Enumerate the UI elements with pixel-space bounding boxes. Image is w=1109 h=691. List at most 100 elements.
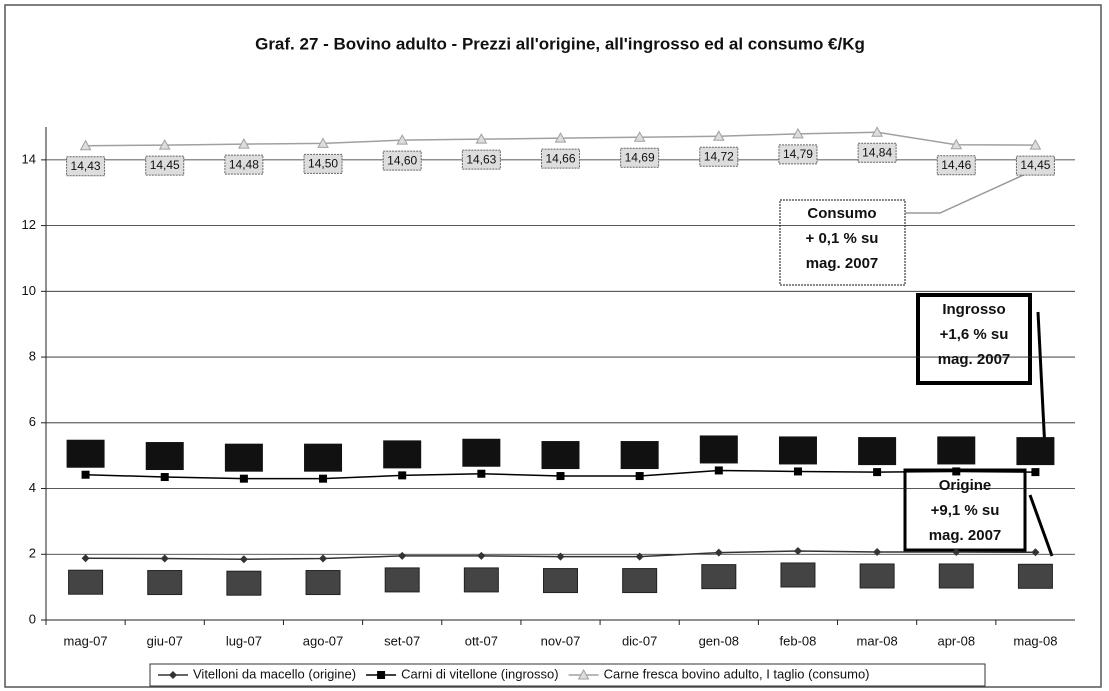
point [319,474,328,483]
point [633,131,646,142]
value-label-box [938,563,974,589]
value-label: 14,79 [783,147,813,161]
value-label: 14,50 [308,157,338,171]
point [1031,468,1040,477]
point [475,133,488,144]
y-tick-label: 6 [29,414,36,429]
y-tick-label: 10 [22,283,36,298]
value-label-box [778,144,818,165]
value-label: 14,66 [545,151,575,165]
value-label-box [382,150,422,171]
value-label-box [461,149,501,170]
legend-label: Vitelloni da macello (origine) [193,666,356,681]
annotation: +9,1 % su [931,502,1000,519]
point [556,552,565,561]
point [239,474,248,483]
legend-marker [377,671,386,679]
point [952,467,961,476]
frame [4,4,1102,688]
value-label-box [541,441,580,470]
value-label-box [66,156,106,177]
value-label-box [463,567,499,593]
legend-label: Carne fresca bovino adulto, I taglio (co… [604,666,870,681]
point [1031,548,1040,557]
value-label-box [68,569,104,595]
value-label-box [462,438,501,467]
y-tick-label: 14 [22,151,36,166]
annotation: Origine [939,477,992,494]
point [317,137,329,148]
x-tick-label: lug-07 [226,633,262,648]
x-tick-label: mar-08 [857,633,898,648]
value-label-box [857,142,897,163]
value-label-box [622,568,658,594]
leader-line [905,171,1031,214]
value-label: 14,45 [1020,158,1050,172]
annotation: Ingrosso [942,301,1005,318]
leader-line [1028,494,1054,557]
value-label-box [224,154,264,175]
value-label-box [66,439,105,468]
value-label-box [699,146,739,167]
point [873,468,882,477]
value-label-box [1015,155,1055,176]
value-label-box [701,564,737,590]
x-tick-label: gen-08 [699,633,739,648]
value-label: 14,48 [229,157,259,171]
value-label: 14,63 [466,152,496,166]
x-tick-label: giu-07 [147,633,183,648]
point [398,471,407,480]
point [873,547,882,556]
point [950,138,963,150]
value-label-box [226,570,262,596]
value-label-box [304,443,343,472]
x-tick-label: dic-07 [622,633,657,648]
x-tick-label: nov-07 [541,633,581,648]
point [158,139,171,150]
point [238,138,250,149]
x-tick-label: mag-07 [64,633,108,648]
value-label-box [145,442,184,471]
legend-box [149,663,986,687]
value-label-box [305,570,341,596]
value-label: 14,43 [71,159,101,173]
point [635,552,644,561]
y-tick-label: 0 [29,611,36,626]
x-tick-label: apr-08 [937,633,975,648]
value-label-box [303,153,343,174]
annotation: +1,6 % su [940,326,1009,343]
point [81,554,90,563]
value-label-box [859,563,895,589]
value-label: 14,60 [387,153,417,167]
value-label-box [541,148,580,169]
value-label: 14,84 [862,145,892,159]
value-label: 14,72 [704,149,734,163]
value-label-box [145,155,185,176]
annotation-box [779,199,906,286]
chart-title: Graf. 27 - Bovino adulto - Prezzi all'or… [255,34,865,53]
value-label: 14,69 [625,150,655,164]
value-label-box [937,436,976,465]
point [319,554,328,563]
value-label-box [858,437,897,466]
point [160,554,169,563]
point [81,470,90,479]
point [1029,139,1042,150]
value-label: 14,45 [150,158,180,172]
point [712,130,725,141]
point [793,467,802,476]
y-tick-label: 8 [29,349,36,364]
annotation: + 0,1 % su [806,230,879,247]
value-label-box [936,155,976,176]
legend-marker [577,668,590,680]
value-label-box [699,435,738,464]
value-label-box [620,147,660,168]
value-label-box [620,441,659,470]
leader-line [1036,311,1047,451]
legend-marker [169,671,177,679]
x-tick-label: feb-08 [780,633,817,648]
point [871,126,883,137]
point [714,466,723,475]
x-tick-label: ago-07 [303,633,343,648]
